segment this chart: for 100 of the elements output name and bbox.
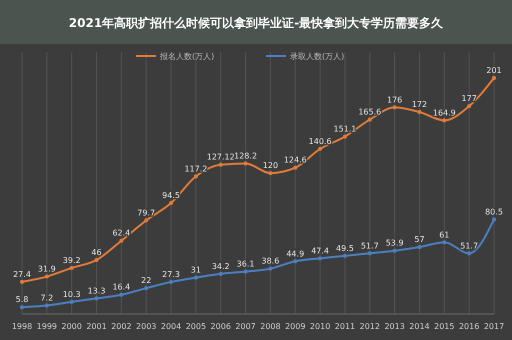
point (368, 251, 372, 256)
data-label: 7.2 (40, 294, 54, 303)
x-tick-label: 2014 (409, 322, 430, 331)
data-label: 62.4 (112, 228, 130, 238)
x-tick-label: 2012 (360, 322, 380, 331)
data-label: 27.3 (162, 270, 180, 279)
data-label: 51.7 (460, 241, 478, 250)
data-label: 34.2 (212, 262, 230, 271)
data-label: 61 (439, 230, 450, 240)
data-label: 151.1 (333, 124, 356, 134)
point (194, 174, 198, 178)
point (318, 256, 322, 260)
data-label: 57 (414, 235, 425, 244)
point (368, 118, 372, 122)
data-label: 164.9 (432, 108, 456, 118)
data-label: 177 (462, 94, 477, 104)
data-label: 39.2 (62, 256, 81, 265)
point (492, 217, 496, 222)
point (492, 76, 496, 80)
data-label: 31 (190, 266, 201, 275)
data-label: 38.6 (262, 256, 280, 266)
data-label: 51.7 (360, 241, 379, 250)
point (467, 104, 472, 108)
x-tick-label: 2007 (235, 322, 256, 331)
x-tick-label: 2002 (111, 322, 132, 331)
legend-label: 报名人数(万人) (159, 52, 214, 61)
data-label: 49.5 (336, 244, 354, 253)
data-label: 79.7 (137, 208, 156, 218)
point (144, 218, 148, 222)
point (20, 305, 24, 310)
x-tick-label: 2005 (186, 322, 206, 331)
x-tick-label: 2003 (136, 322, 156, 331)
point (218, 162, 223, 167)
point (268, 266, 272, 271)
point (467, 251, 472, 256)
data-label: 127.12 (206, 152, 235, 162)
point (70, 266, 74, 270)
x-tick-label: 2011 (334, 322, 356, 331)
x-tick-label: 2010 (310, 322, 330, 331)
x-tick-label: 2016 (458, 322, 480, 331)
point (268, 171, 272, 176)
data-label: 5.8 (16, 295, 28, 304)
data-label: 16.4 (112, 282, 130, 292)
point (94, 296, 99, 300)
data-label: 27.4 (13, 270, 31, 279)
x-tick-label: 2000 (62, 322, 82, 331)
point (244, 161, 248, 166)
data-label: 201 (486, 66, 502, 75)
point (392, 105, 397, 110)
point (293, 166, 298, 170)
x-tick-label: 2006 (210, 322, 231, 331)
data-label: 44.9 (286, 249, 304, 258)
point (392, 248, 397, 253)
data-label: 80.5 (485, 207, 503, 216)
point (44, 304, 49, 308)
x-tick-label: 2013 (384, 322, 405, 331)
data-label: 10.3 (62, 290, 81, 299)
point (169, 280, 174, 284)
point (442, 118, 446, 122)
legend-label: 录取人数(万人) (290, 52, 344, 61)
point (318, 146, 322, 151)
data-label: 172 (412, 100, 428, 110)
data-label: 165.6 (358, 108, 382, 117)
point (70, 300, 74, 304)
point (144, 286, 148, 290)
point (342, 134, 347, 139)
data-label: 120 (262, 161, 278, 170)
point (442, 240, 446, 244)
data-label: 46 (91, 248, 102, 257)
data-label: 140.6 (308, 136, 332, 146)
point (293, 259, 298, 264)
x-tick-label: 2017 (484, 322, 504, 331)
data-label: 176 (386, 95, 402, 104)
point (44, 274, 49, 279)
point (194, 276, 198, 280)
data-label: 47.4 (311, 246, 330, 256)
data-label: 53.9 (386, 238, 404, 248)
point (169, 201, 174, 206)
point (20, 280, 24, 284)
point (119, 292, 124, 297)
data-label: 31.9 (38, 264, 56, 274)
data-label: 124.6 (284, 156, 307, 165)
x-tick-label: 2015 (434, 322, 454, 331)
data-label: 36.1 (236, 260, 254, 269)
x-tick-label: 2009 (285, 322, 306, 331)
point (119, 238, 124, 243)
data-label: 117.2 (184, 164, 208, 174)
x-tick-label: 2008 (260, 322, 281, 331)
x-tick-label: 2001 (86, 322, 107, 331)
x-tick-label: 1999 (36, 322, 58, 331)
point (342, 254, 347, 258)
chart-title: 2021年高职扩招什么时候可以拿到毕业证-最快拿到大专学历需要多久 (68, 16, 444, 30)
x-tick-label: 2004 (160, 322, 182, 331)
point (94, 258, 99, 262)
data-label: 13.3 (88, 286, 106, 296)
point (244, 270, 248, 274)
point (417, 110, 422, 114)
data-label: 22 (141, 276, 152, 286)
point (417, 245, 422, 250)
data-label: 128.2 (234, 151, 258, 160)
